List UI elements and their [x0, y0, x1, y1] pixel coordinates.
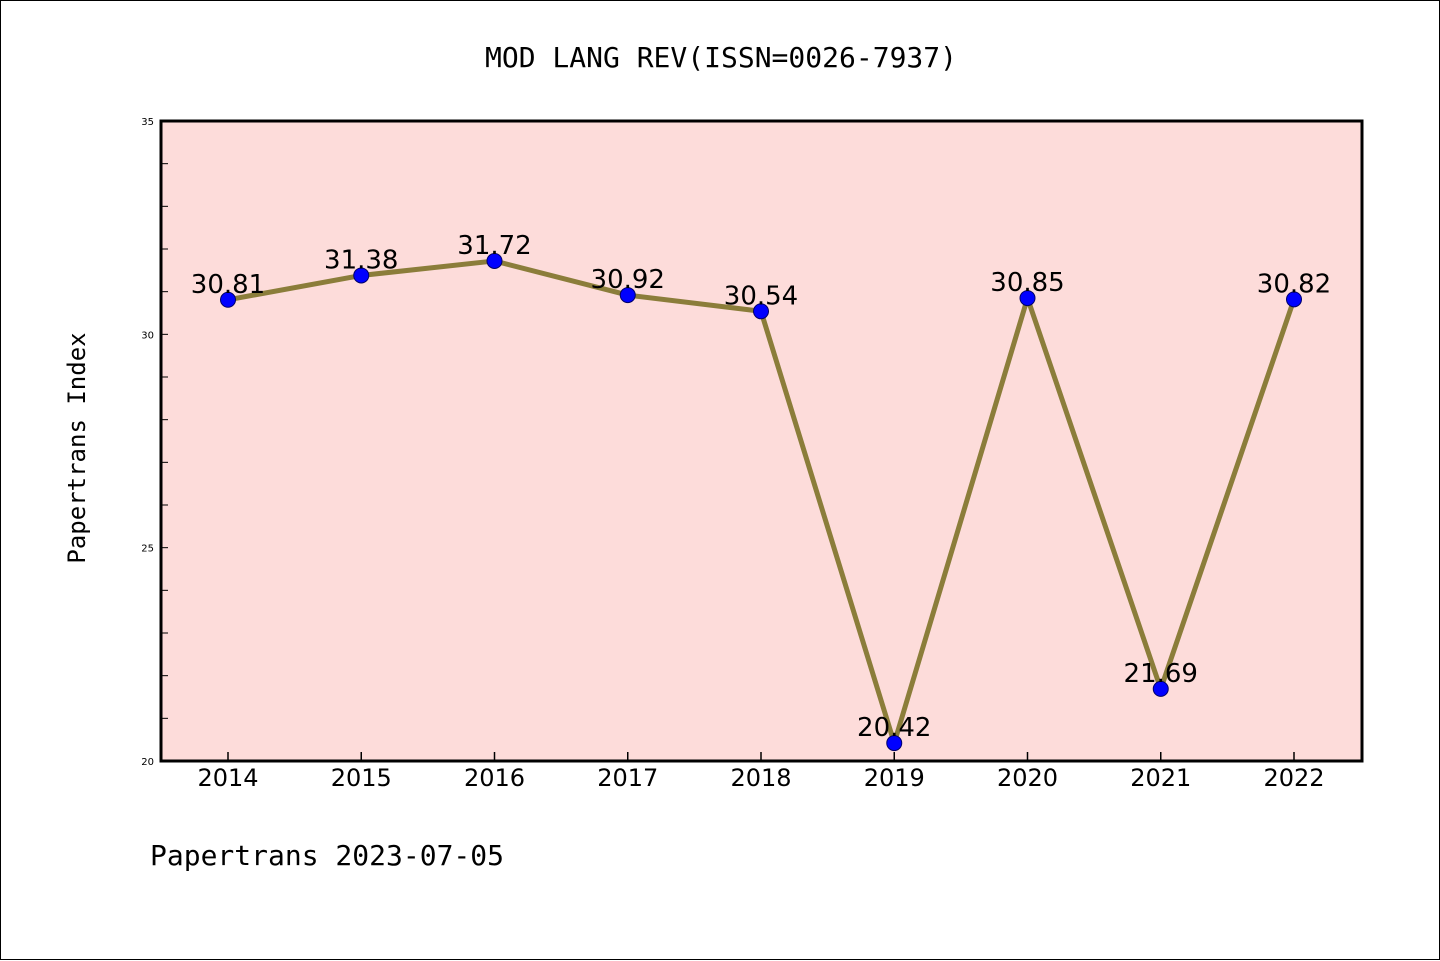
data-label: 20.42	[857, 713, 931, 743]
data-point	[753, 303, 769, 320]
series-layer	[220, 252, 1302, 752]
x-tick-label: 2020	[997, 764, 1058, 792]
data-labels: 30.81 31.38 31.72 30.92 30.54 20.42 30.85 21.69…	[191, 231, 1331, 743]
y-tick-label: 20	[141, 757, 154, 768]
y-axis-label: Papertrans Index	[63, 332, 91, 563]
x-tick-label: 2021	[1130, 764, 1191, 792]
data-label: 30.81	[191, 270, 265, 300]
data-label: 30.82	[1257, 269, 1331, 299]
plot-area	[159, 119, 1364, 763]
x-tick-label: 2022	[1263, 764, 1324, 792]
x-tick-label: 2018	[730, 764, 791, 792]
data-point	[486, 252, 503, 269]
chart-title: MOD LANG REV(ISSN=0026-7937)	[485, 41, 957, 74]
data-label: 21.69	[1124, 659, 1198, 689]
x-tick-label: 2016	[464, 764, 525, 792]
data-label: 30.54	[724, 281, 798, 311]
data-point	[353, 267, 370, 284]
footer-date: Papertrans 2023-07-05	[150, 839, 504, 872]
data-point	[220, 291, 236, 308]
data-label: 31.38	[324, 245, 398, 275]
data-point	[1152, 680, 1169, 697]
x-tick-label: 2019	[864, 764, 925, 792]
y-axis: 20 25 30 35	[141, 117, 168, 768]
data-label: 30.85	[990, 268, 1064, 298]
x-axis: 2014 2015 2016 2017 2018 2019 2020 2021 2022	[197, 752, 1325, 792]
x-tick-label: 2015	[331, 764, 392, 792]
x-tick-label: 2017	[597, 764, 658, 792]
data-point	[886, 735, 903, 752]
y-tick-label: 30	[141, 330, 154, 341]
data-point	[1019, 290, 1036, 307]
data-label: 31.72	[457, 231, 531, 261]
data-point	[1286, 291, 1302, 308]
y-tick-label: 25	[141, 544, 154, 555]
data-label: 30.92	[591, 265, 665, 295]
x-tick-label: 2014	[197, 764, 258, 792]
data-point	[619, 287, 636, 304]
y-tick-label: 35	[141, 117, 154, 128]
